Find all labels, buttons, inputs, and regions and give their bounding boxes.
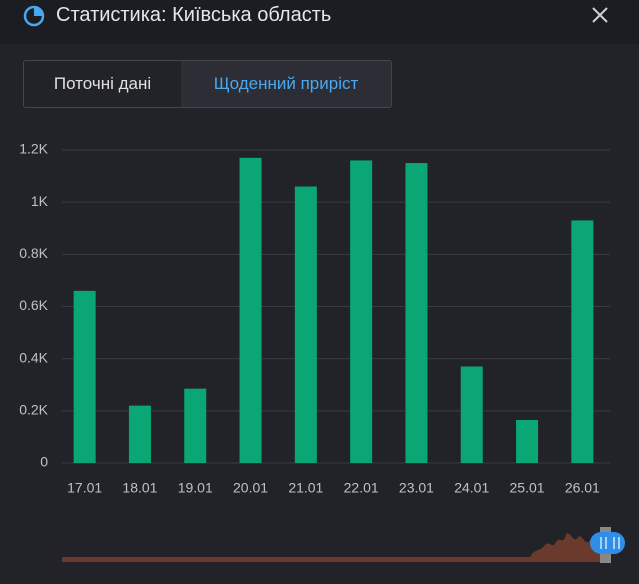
bar [405, 163, 428, 463]
title: Статистика: Київська область [56, 4, 332, 26]
y-tick-label: 0.8K [19, 245, 48, 261]
x-tick-label: 23.01 [399, 480, 434, 496]
x-tick-label: 19.01 [178, 480, 213, 496]
y-tick-label: 1K [31, 193, 49, 209]
bar [239, 157, 262, 463]
bar [571, 220, 594, 463]
bar [350, 160, 373, 463]
x-tick-label: 17.01 [67, 480, 102, 496]
x-tick-label: 18.01 [122, 480, 157, 496]
tab-active[interactable]: Щоденний приріст [181, 61, 391, 107]
close-button[interactable] [591, 6, 611, 26]
x-tick-label: 24.01 [454, 480, 489, 496]
tabs: Поточні дані Щоденний приріст [23, 60, 392, 108]
y-tick-label: 1.2K [19, 141, 48, 157]
bar [73, 290, 96, 463]
bar [460, 366, 483, 463]
x-tick-label: 25.01 [510, 480, 545, 496]
y-tick-label: 0 [40, 454, 48, 470]
pie-icon [23, 5, 45, 27]
x-tick-label: 20.01 [233, 480, 268, 496]
tab[interactable]: Поточні дані [24, 61, 181, 107]
navigator-area [62, 533, 600, 562]
x-tick-label: 21.01 [288, 480, 323, 496]
y-tick-label: 0.4K [19, 349, 48, 365]
bar [516, 419, 539, 463]
bar [128, 405, 151, 463]
navigator-thumb[interactable] [590, 532, 625, 554]
bar [184, 388, 207, 463]
y-tick-label: 0.6K [19, 297, 48, 313]
header: Статистика: Київська область [0, 0, 639, 44]
y-tick-label: 0.2K [19, 402, 48, 418]
bar [294, 186, 317, 463]
thumb-grip [600, 537, 620, 549]
x-tick-label: 22.01 [344, 480, 379, 496]
x-tick-label: 26.01 [565, 480, 600, 496]
